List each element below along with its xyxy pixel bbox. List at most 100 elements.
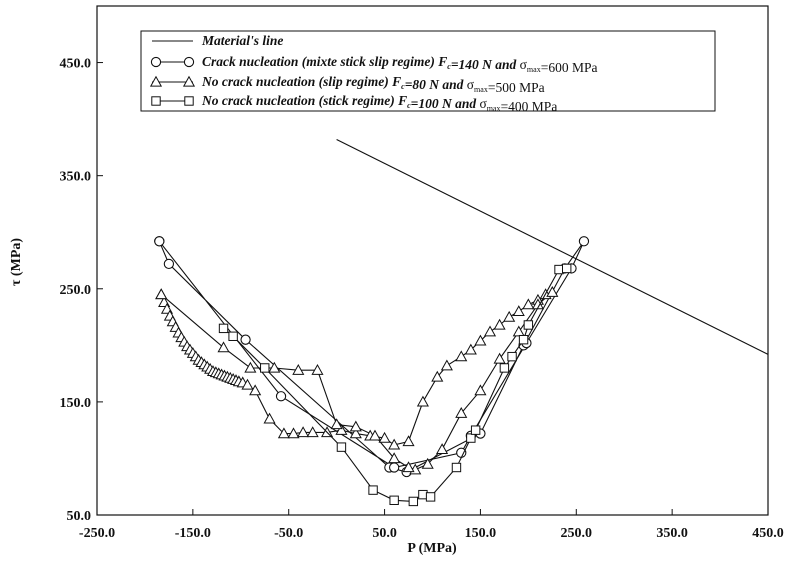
legend-item-material-line: Material's line [152,33,283,48]
y-tick-label: 150.0 [60,396,92,411]
x-tick-label: 450.0 [752,526,784,541]
triangle-marker [378,431,391,443]
square-marker [228,331,238,341]
x-tick-label: 50.0 [372,526,397,541]
circle-marker [240,334,251,345]
y-axis-title: τ (MPa) [9,238,24,286]
square-marker [466,433,476,443]
triangle-marker [493,318,506,330]
triangle-marker [249,384,262,396]
square-marker [418,489,428,500]
legend-item-stick-regime: No crack nucleation (stick regime) Fc=10… [151,93,557,114]
triangle-marker [402,461,415,473]
triangle-marker [182,75,196,87]
legend-item-crack-nucleation: Crack nucleation (mixte stick slip regim… [150,54,597,75]
triangle-marker [455,350,468,362]
circle-marker [275,391,287,402]
triangle-marker [349,420,362,432]
square-marker [562,263,572,274]
x-axis: -250.0 -150.0 -50.0 50.0 150.0 250.0 350.0 450.… [79,509,784,541]
triangle-marker [436,443,449,455]
square-marker [336,442,347,452]
series-line [336,139,768,355]
square-marker [260,363,270,373]
triangle-marker [368,429,382,441]
legend-label: No crack nucleation (slip regime) Fc=80 … [201,74,545,95]
circle-marker [163,258,175,270]
square-marker [507,351,517,362]
square-marker [554,264,564,275]
square-marker [368,485,378,495]
square-marker [518,334,529,345]
square-marker [499,363,510,373]
triangle-marker [306,426,319,438]
triangle-marker [503,310,516,322]
triangle-marker [483,325,497,337]
circle-marker [154,236,165,247]
series-slip-regime [155,285,559,475]
x-tick-label: -150.0 [175,526,211,541]
x-tick-label: -50.0 [274,526,303,541]
triangle-marker [241,378,254,390]
triangle-marker [431,370,444,382]
triangle-marker [155,288,168,300]
triangle-marker [311,363,324,375]
legend-item-slip-regime: No crack nucleation (slip regime) Fc=80 … [149,74,545,95]
legend: Material's line Crack nucleation (mixte s… [140,30,716,114]
y-tick-label: 250.0 [60,283,92,298]
triangle-marker [421,457,434,469]
series-stick-regime [218,263,572,507]
y-tick-label: 350.0 [60,170,92,185]
triangle-marker [512,325,525,337]
triangle-marker [287,427,300,439]
triangle-marker [440,359,453,371]
triangle-marker [297,426,310,438]
triangle-marker [402,435,415,447]
x-tick-label: -250.0 [79,526,115,541]
square-marker [151,96,161,106]
legend-label: Crack nucleation (mixte stick slip regim… [202,54,597,75]
triangle-marker [388,452,401,464]
plot-frame [96,5,769,516]
triangle-marker [244,361,257,373]
triangle-marker [335,423,348,435]
triangle-marker [263,412,276,424]
triangle-marker [349,427,362,439]
triangle-marker [268,361,281,373]
series-layer [154,139,768,507]
triangle-marker [292,363,305,375]
legend-label: No crack nucleation (stick regime) Fc=10… [201,93,557,114]
square-marker [470,425,481,435]
triangle-marker [149,75,163,87]
square-marker [184,96,194,106]
series-material-line [336,139,768,355]
circle-marker [183,56,195,68]
square-marker [389,495,399,505]
triangle-marker [512,305,525,317]
x-axis-title: P (MPa) [407,541,457,556]
circle-marker [456,447,467,458]
square-marker [218,323,229,334]
circle-marker [389,462,400,473]
legend-label: Material's line [201,33,283,48]
y-axis: 50.0 150.0 250.0 350.0 450.0 [60,57,103,524]
x-tick-label: 150.0 [465,526,497,541]
triangle-marker [217,341,230,353]
triangle-marker [416,395,429,407]
triangle-marker [455,406,468,418]
y-tick-label: 450.0 [60,57,92,72]
triangle-marker [546,285,559,297]
circle-marker [150,56,162,68]
triangle-marker [330,418,343,430]
square-marker [408,496,419,507]
triangle-marker [474,334,487,346]
square-marker [451,462,462,473]
triangle-marker [522,298,535,310]
square-marker [425,492,436,502]
series-crack-nucleation [154,236,590,478]
x-tick-label: 350.0 [656,526,688,541]
triangle-marker [277,427,290,439]
square-marker [523,320,534,330]
triangle-marker [388,438,401,450]
